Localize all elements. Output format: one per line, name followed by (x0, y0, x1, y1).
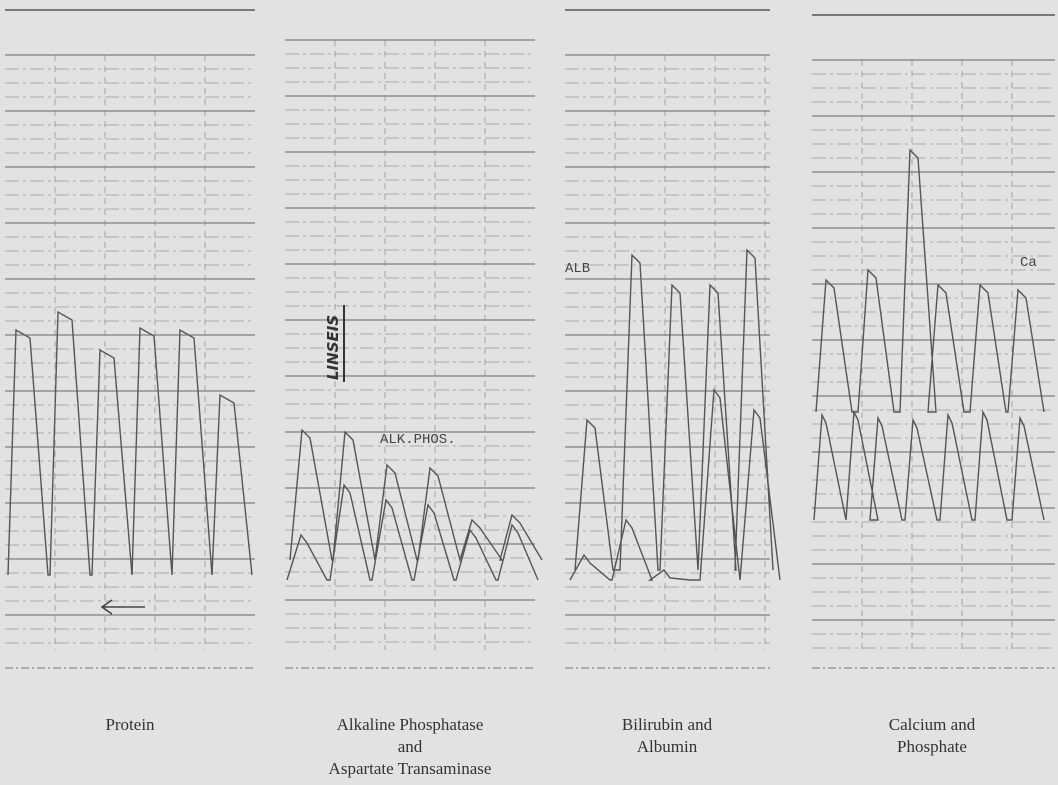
caption: and (398, 737, 423, 756)
trace-label: ALK.PHOS. (380, 432, 456, 448)
figure: LINSEIS ALK.PHOS. ALB Ca Protein Alkalin… (0, 0, 1058, 785)
caption: Protein (105, 715, 155, 734)
trace-label: ALB (565, 261, 590, 277)
stamp: LINSEIS (324, 315, 342, 380)
caption: Phosphate (897, 737, 967, 756)
caption: Bilirubin and (622, 715, 713, 734)
caption: Calcium and (889, 715, 976, 734)
trace-label: Ca (1020, 255, 1037, 271)
caption: Aspartate Transaminase (329, 759, 492, 778)
caption: Albumin (637, 737, 698, 756)
caption: Alkaline Phosphatase (337, 715, 484, 734)
